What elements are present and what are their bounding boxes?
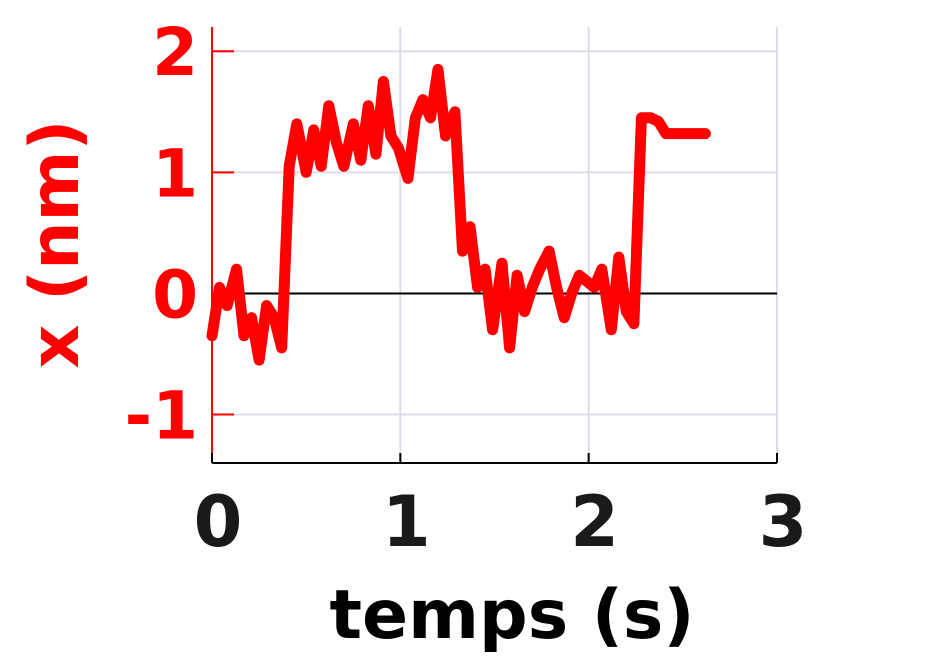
x-tick-label-2: 2 [570, 481, 619, 563]
tick-labels: -1 0 1 2 0 1 2 3 [125, 14, 808, 563]
series-line [206, 63, 711, 366]
y-axis-label: x (nm) [16, 120, 95, 369]
axes [211, 27, 778, 464]
x-tick-label-0: 0 [194, 481, 243, 563]
x-axis-label: temps (s) [330, 576, 695, 655]
y-tick-label-3: 2 [152, 14, 198, 91]
x-tick-label-1: 1 [382, 481, 431, 563]
y-tick-label-1: 0 [152, 256, 198, 333]
grid [212, 27, 778, 463]
y-tick-label-0: -1 [125, 378, 198, 455]
x-tick-label-3: 3 [759, 481, 808, 563]
y-tick-label-2: 1 [152, 135, 198, 212]
